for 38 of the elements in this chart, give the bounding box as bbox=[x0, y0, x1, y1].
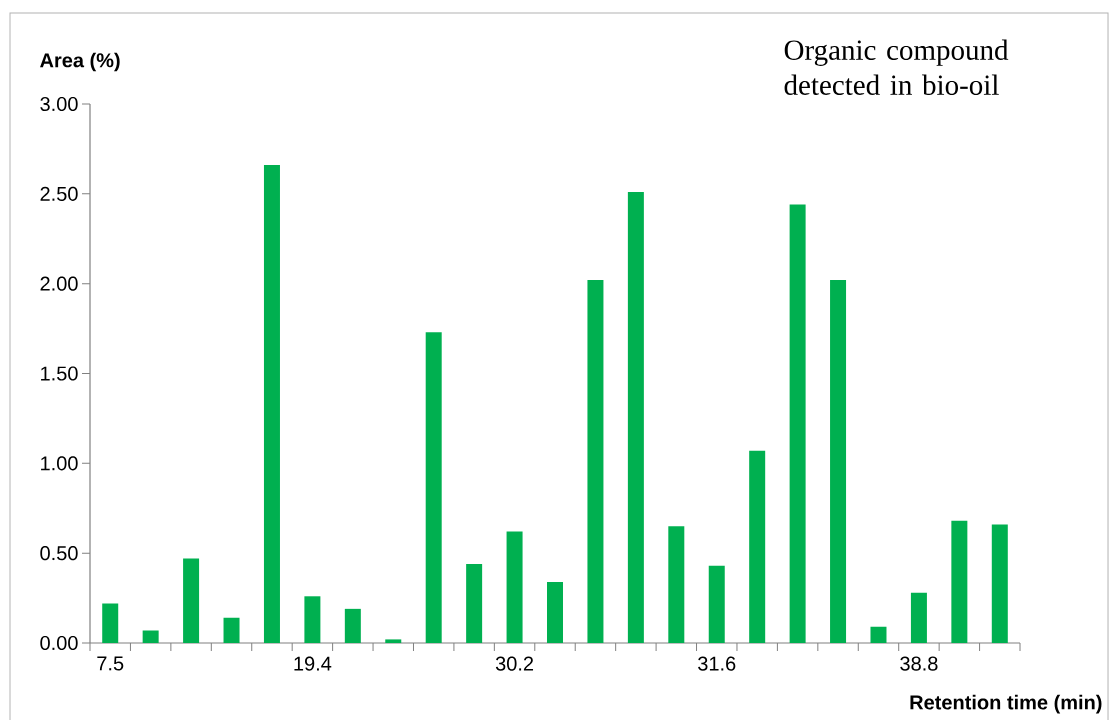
x-tick-label: 31.6 bbox=[698, 656, 736, 671]
bar bbox=[627, 192, 644, 643]
bar bbox=[587, 280, 604, 643]
bar bbox=[749, 450, 766, 643]
x-tick-label: 30.2 bbox=[495, 656, 534, 671]
y-tick-label: 0.50 bbox=[40, 546, 78, 561]
bar bbox=[425, 332, 442, 643]
bar bbox=[183, 558, 200, 643]
bar bbox=[708, 565, 725, 643]
x-tick-label: 19.4 bbox=[294, 656, 332, 671]
y-tick-label: 0.00 bbox=[40, 635, 78, 651]
bar bbox=[304, 596, 321, 643]
bar bbox=[385, 639, 402, 643]
bar bbox=[951, 520, 968, 643]
bar bbox=[789, 204, 806, 643]
x-axis-title: Retention time (min) bbox=[910, 694, 1102, 714]
bar bbox=[142, 630, 159, 643]
y-tick-label: 1.50 bbox=[41, 366, 78, 381]
chart-title: Organic compound detected in bio-oil bbox=[784, 39, 1009, 95]
bar bbox=[102, 603, 119, 643]
y-tick-label: 2.50 bbox=[40, 186, 78, 201]
y-axis-title: Area (%) bbox=[40, 52, 120, 72]
x-tick-label: 38.8 bbox=[900, 656, 938, 671]
bar bbox=[991, 524, 1008, 643]
bar bbox=[263, 165, 280, 643]
bar bbox=[466, 563, 483, 643]
bar bbox=[223, 617, 240, 643]
bar bbox=[547, 581, 564, 643]
bar bbox=[830, 280, 847, 643]
x-tick-label: 7.5 bbox=[97, 656, 124, 671]
bar bbox=[910, 592, 927, 643]
y-tick-label: 2.00 bbox=[40, 276, 78, 291]
bar bbox=[344, 608, 361, 643]
bar bbox=[668, 526, 685, 643]
bar bbox=[870, 626, 887, 643]
y-tick-label: 3.00 bbox=[40, 96, 78, 112]
y-tick-label: 1.00 bbox=[41, 456, 78, 471]
bar bbox=[506, 531, 523, 643]
